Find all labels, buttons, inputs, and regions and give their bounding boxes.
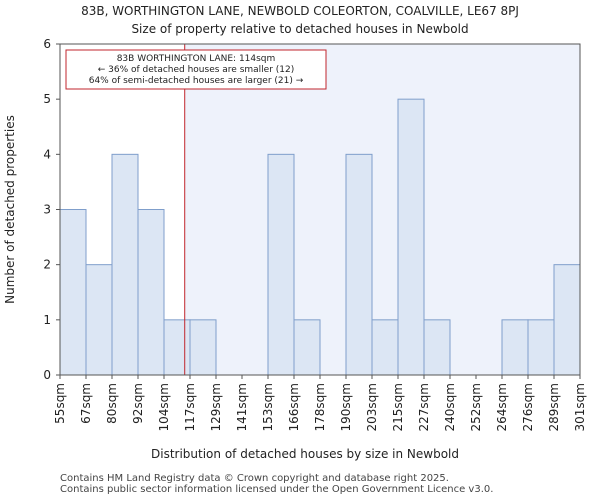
bar-80sqm [111, 153, 139, 376]
y-tick-label: 5 [43, 92, 51, 106]
bar-264sqm [501, 319, 529, 376]
x-tick-label: 80sqm [105, 383, 119, 424]
chart-subtitle: Size of property relative to detached ho… [131, 22, 469, 36]
bar-276sqm [527, 319, 555, 376]
y-tick-label: 2 [43, 258, 51, 272]
x-axis-label: Distribution of detached houses by size … [151, 447, 459, 461]
bar-227sqm [423, 319, 451, 376]
bar-67sqm [85, 264, 113, 376]
x-tick-label: 276sqm [521, 383, 535, 431]
bar-215sqm [397, 98, 425, 376]
bar-203sqm [371, 319, 399, 376]
x-tick-label: 190sqm [339, 383, 353, 431]
bar-117sqm [189, 319, 217, 376]
x-tick-label: 67sqm [79, 383, 93, 424]
bar-55sqm [59, 209, 87, 376]
x-tick-label: 153sqm [261, 383, 275, 431]
x-tick-label: 264sqm [495, 383, 509, 431]
x-tick-label: 215sqm [391, 383, 405, 431]
x-tick-label: 104sqm [157, 383, 171, 431]
bar-104sqm [163, 319, 191, 376]
y-tick-label: 4 [43, 147, 51, 161]
marker-annotation: 83B WORTHINGTON LANE: 114sqm ← 36% of de… [65, 49, 327, 90]
x-tick-label: 203sqm [365, 383, 379, 431]
chart-title: 83B, WORTHINGTON LANE, NEWBOLD COLEORTON… [81, 4, 519, 18]
y-tick-label: 0 [43, 368, 51, 382]
annotation-line-1: 83B WORTHINGTON LANE: 114sqm [117, 54, 276, 64]
x-tick-label: 117sqm [183, 383, 197, 431]
bar-289sqm [553, 264, 581, 376]
bar-166sqm [293, 319, 321, 376]
y-tick-label: 6 [43, 37, 51, 51]
x-tick-label: 178sqm [313, 383, 327, 431]
x-tick-label: 92sqm [131, 383, 145, 424]
annotation-line-2: ← 36% of detached houses are smaller (12… [98, 65, 295, 75]
annotation-box [65, 49, 327, 90]
bar-92sqm [137, 209, 165, 376]
annotation-line-3: 64% of semi-detached houses are larger (… [89, 76, 304, 86]
x-tick-label: 301sqm [573, 383, 587, 431]
y-tick-label: 3 [43, 203, 51, 217]
footer-line-1: Contains HM Land Registry data © Crown c… [60, 473, 449, 484]
x-tick-label: 129sqm [209, 383, 223, 431]
bar-190sqm [345, 153, 373, 376]
x-tick-label: 55sqm [53, 383, 67, 424]
x-tick-label: 141sqm [235, 383, 249, 431]
footer-line-2: Contains public sector information licen… [60, 484, 494, 495]
y-axis-label: Number of detached properties [3, 115, 17, 304]
x-tick-label: 289sqm [547, 383, 561, 431]
x-tick-label: 166sqm [287, 383, 301, 431]
x-tick-label: 227sqm [417, 383, 431, 431]
x-tick-label: 240sqm [443, 383, 457, 431]
bar-153sqm [267, 153, 295, 376]
y-tick-label: 1 [43, 313, 51, 327]
x-tick-label: 252sqm [469, 383, 483, 431]
